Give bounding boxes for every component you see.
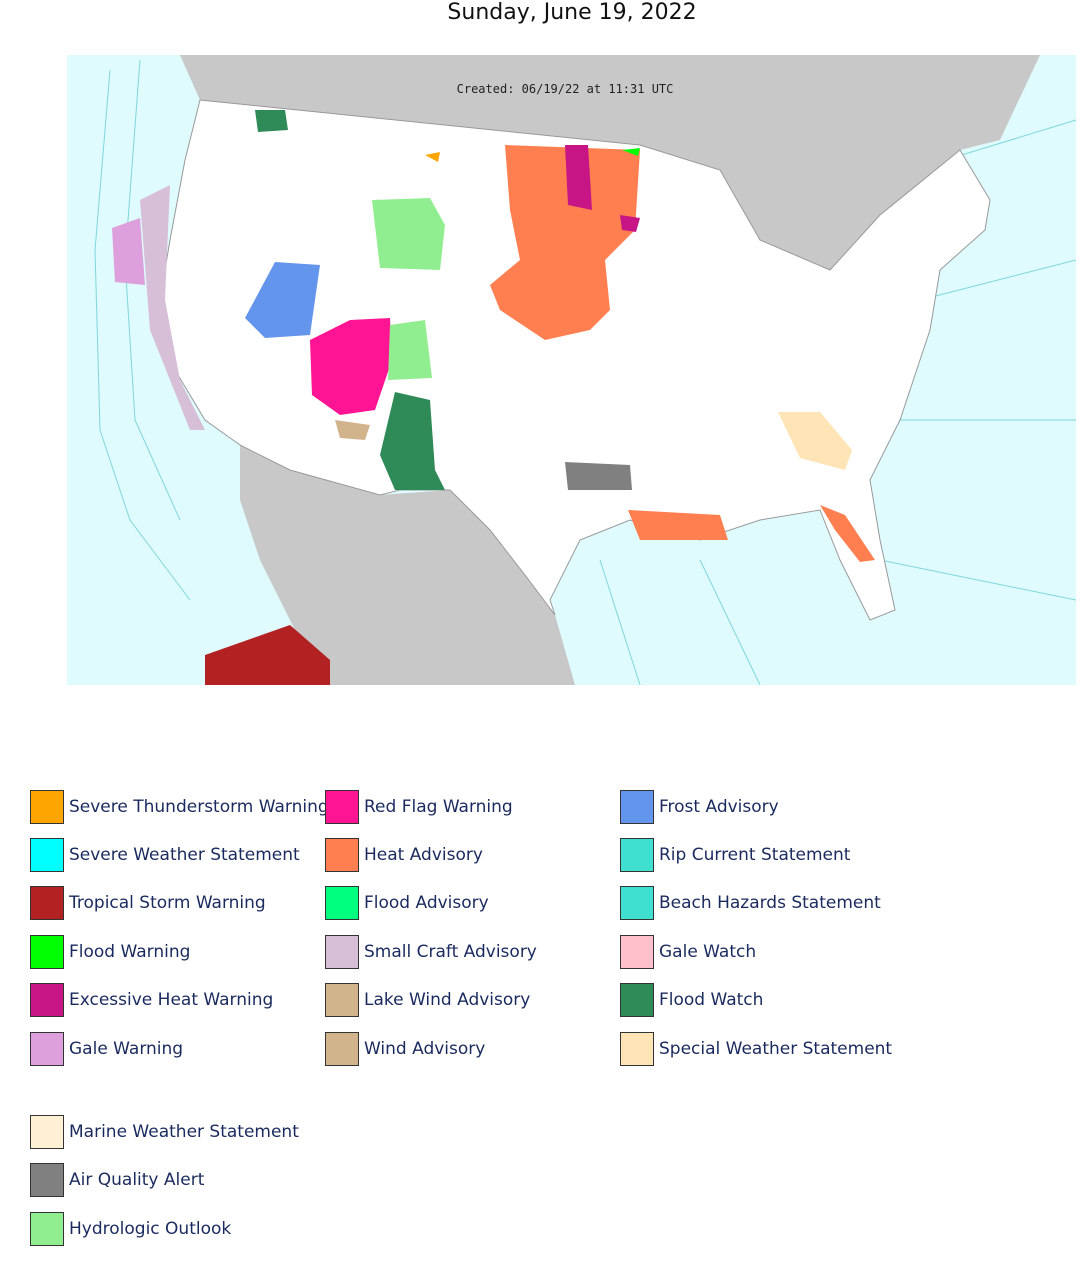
legend-swatch [620,790,654,824]
legend-swatch [325,790,359,824]
legend-label: Rip Current Statement [659,845,851,865]
legend-item: Flood Warning [30,934,190,970]
legend-swatch [620,1032,654,1066]
legend-label: Air Quality Alert [69,1170,205,1190]
legend-item: Severe Thunderstorm Warning [30,789,329,825]
canada [180,55,1040,270]
legend-label: Flood Watch [659,990,764,1010]
legend-label: Wind Advisory [364,1039,486,1059]
legend-label: Heat Advisory [364,845,483,865]
legend-item: Flood Watch [620,982,763,1018]
legend-item: Severe Weather Statement [30,837,300,873]
legend-swatch [325,886,359,920]
legend-label: Flood Advisory [364,893,489,913]
legend-label: Severe Thunderstorm Warning [69,797,329,817]
legend-label: Marine Weather Statement [69,1122,299,1142]
legend-item: Air Quality Alert [30,1162,204,1198]
legend-swatch [30,1212,64,1246]
legend-swatch [30,983,64,1017]
legend-item: Red Flag Warning [325,789,513,825]
legend-item: Gale Watch [620,934,756,970]
legend-item: Frost Advisory [620,789,779,825]
legend-label: Special Weather Statement [659,1039,893,1059]
legend-swatch [325,1032,359,1066]
united-states [159,99,991,621]
legend-swatch [30,1115,64,1149]
legend-label: Flood Warning [69,942,191,962]
alert-areas [112,110,875,685]
legend-swatch [325,935,359,969]
legend-item: Beach Hazards Statement [620,885,881,921]
legend-label: Gale Warning [69,1039,184,1059]
legend-label: Frost Advisory [659,797,779,817]
marine-zones [94,59,1076,685]
legend-label: Red Flag Warning [364,797,513,817]
legend-label: Lake Wind Advisory [364,990,531,1010]
alert-map: Created: 06/19/22 at 11:31 UTC [67,55,1076,685]
legend-item: Excessive Heat Warning [30,982,273,1018]
page-title: Sunday, June 19, 2022 [447,0,697,25]
legend-label: Hydrologic Outlook [69,1219,232,1239]
legend-swatch [620,935,654,969]
legend-swatch [30,1032,64,1066]
created-label: Created: 06/19/22 at 11:31 UTC [457,82,674,96]
legend-item: Rip Current Statement [620,837,850,873]
legend-label: Excessive Heat Warning [69,990,274,1010]
legend-swatch [30,935,64,969]
legend-item: Hydrologic Outlook [30,1211,231,1247]
legend-label: Beach Hazards Statement [659,893,881,913]
mexico [240,445,575,685]
legend-item: Heat Advisory [325,837,483,873]
legend-swatch [30,1163,64,1197]
legend-label: Tropical Storm Warning [69,893,266,913]
legend-item: Wind Advisory [325,1031,485,1067]
legend-swatch [620,983,654,1017]
legend-item: Flood Advisory [325,885,489,921]
legend-swatch [620,838,654,872]
legend-label: Gale Watch [659,942,757,962]
legend-swatch [620,886,654,920]
legend-swatch [30,790,64,824]
legend-item: Gale Warning [30,1031,183,1067]
legend-label: Small Craft Advisory [364,942,537,962]
legend-swatch [30,838,64,872]
legend-label: Severe Weather Statement [69,845,300,865]
legend-swatch [325,983,359,1017]
legend-item: Marine Weather Statement [30,1114,299,1150]
legend-swatch [30,886,64,920]
legend-item: Tropical Storm Warning [30,885,266,921]
legend-swatch [325,838,359,872]
legend-item: Special Weather Statement [620,1031,892,1067]
legend-item: Lake Wind Advisory [325,982,530,1018]
legend-item: Small Craft Advisory [325,934,537,970]
